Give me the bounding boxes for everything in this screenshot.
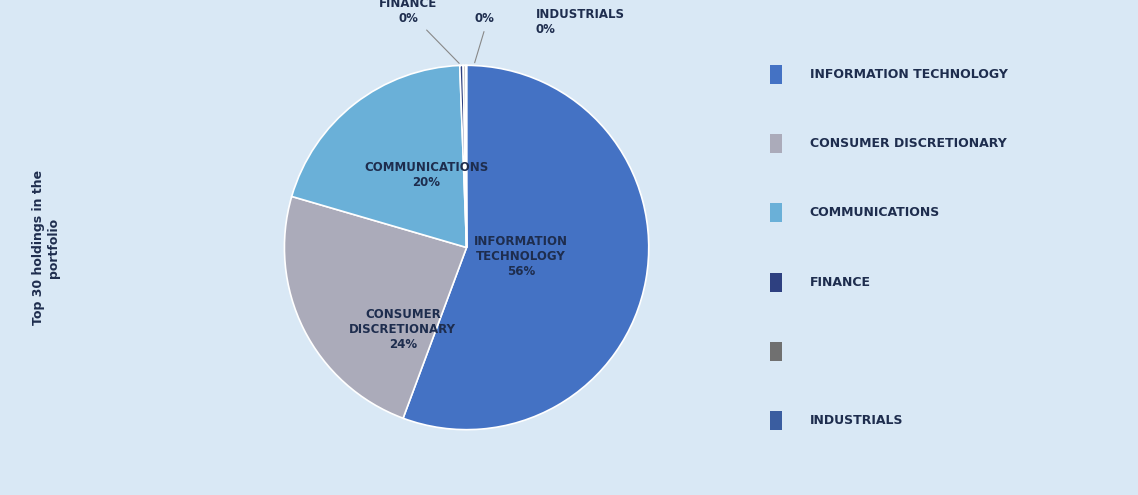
Bar xyxy=(769,134,782,153)
Text: Top 30 holdings in the
portfolio: Top 30 holdings in the portfolio xyxy=(32,170,59,325)
Text: INFORMATION
TECHNOLOGY
56%: INFORMATION TECHNOLOGY 56% xyxy=(475,235,568,278)
Wedge shape xyxy=(403,65,649,430)
Bar xyxy=(769,273,782,292)
Text: INDUSTRIALS
0%: INDUSTRIALS 0% xyxy=(536,8,625,36)
Text: INFORMATION TECHNOLOGY: INFORMATION TECHNOLOGY xyxy=(810,68,1007,81)
Bar xyxy=(769,203,782,222)
Text: FINANCE: FINANCE xyxy=(810,276,871,289)
Text: COMMUNICATIONS
20%: COMMUNICATIONS 20% xyxy=(364,161,488,189)
Bar xyxy=(769,342,782,361)
Text: FINANCE
0%: FINANCE 0% xyxy=(379,0,459,63)
Wedge shape xyxy=(460,65,467,248)
Wedge shape xyxy=(284,197,467,418)
Wedge shape xyxy=(463,65,467,248)
Text: COMMUNICATIONS: COMMUNICATIONS xyxy=(810,206,940,219)
Text: 0%: 0% xyxy=(475,12,495,25)
Wedge shape xyxy=(291,65,467,248)
Text: CONSUMER DISCRETIONARY: CONSUMER DISCRETIONARY xyxy=(810,137,1006,150)
Text: INDUSTRIALS: INDUSTRIALS xyxy=(810,414,904,427)
Bar xyxy=(769,65,782,84)
Text: CONSUMER
DISCRETIONARY
24%: CONSUMER DISCRETIONARY 24% xyxy=(349,308,456,351)
Bar xyxy=(769,411,782,430)
